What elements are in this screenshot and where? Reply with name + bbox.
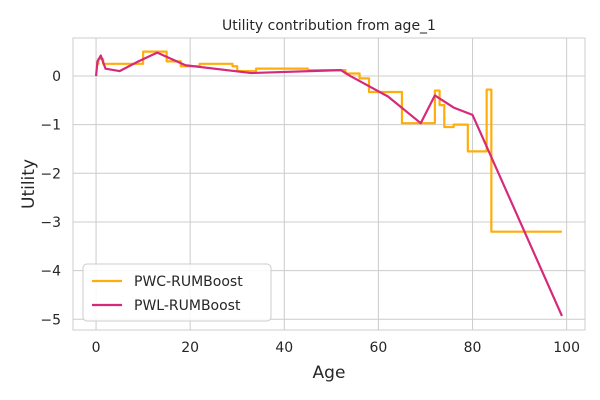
series-line-1: [94, 51, 563, 317]
x-tick-labels: 0 20 40 60 80 100: [92, 340, 580, 356]
y-tick-label: 0: [52, 69, 61, 85]
x-tick-label: 80: [464, 340, 482, 356]
y-tick-label: −2: [40, 166, 61, 182]
y-tick-label: −5: [40, 312, 61, 328]
series-layer: [94, 50, 563, 317]
y-tick-label: −3: [40, 215, 61, 231]
x-axis-label: Age: [313, 363, 346, 383]
legend-label-1: PWL-RUMBoost: [134, 298, 241, 314]
x-tick-label: 40: [275, 340, 293, 356]
x-tick-label: 60: [369, 340, 387, 356]
y-axis-label: Utility: [19, 159, 39, 209]
y-tick-label: −4: [40, 264, 61, 280]
x-tick-label: 0: [92, 340, 101, 356]
plot-frame: [72, 37, 586, 331]
legend: PWC-RUMBoost PWL-RUMBoost: [82, 263, 272, 322]
x-tick-label: 100: [553, 340, 580, 356]
chart-title: Utility contribution from age_1: [222, 18, 436, 34]
y-tick-label: −1: [40, 118, 61, 134]
legend-box: [82, 263, 272, 322]
y-tick-labels: 0 −1 −2 −3 −4 −5: [40, 69, 61, 328]
series-line-0: [96, 50, 562, 233]
legend-label-0: PWC-RUMBoost: [134, 274, 243, 290]
x-tick-label: 20: [181, 340, 199, 356]
